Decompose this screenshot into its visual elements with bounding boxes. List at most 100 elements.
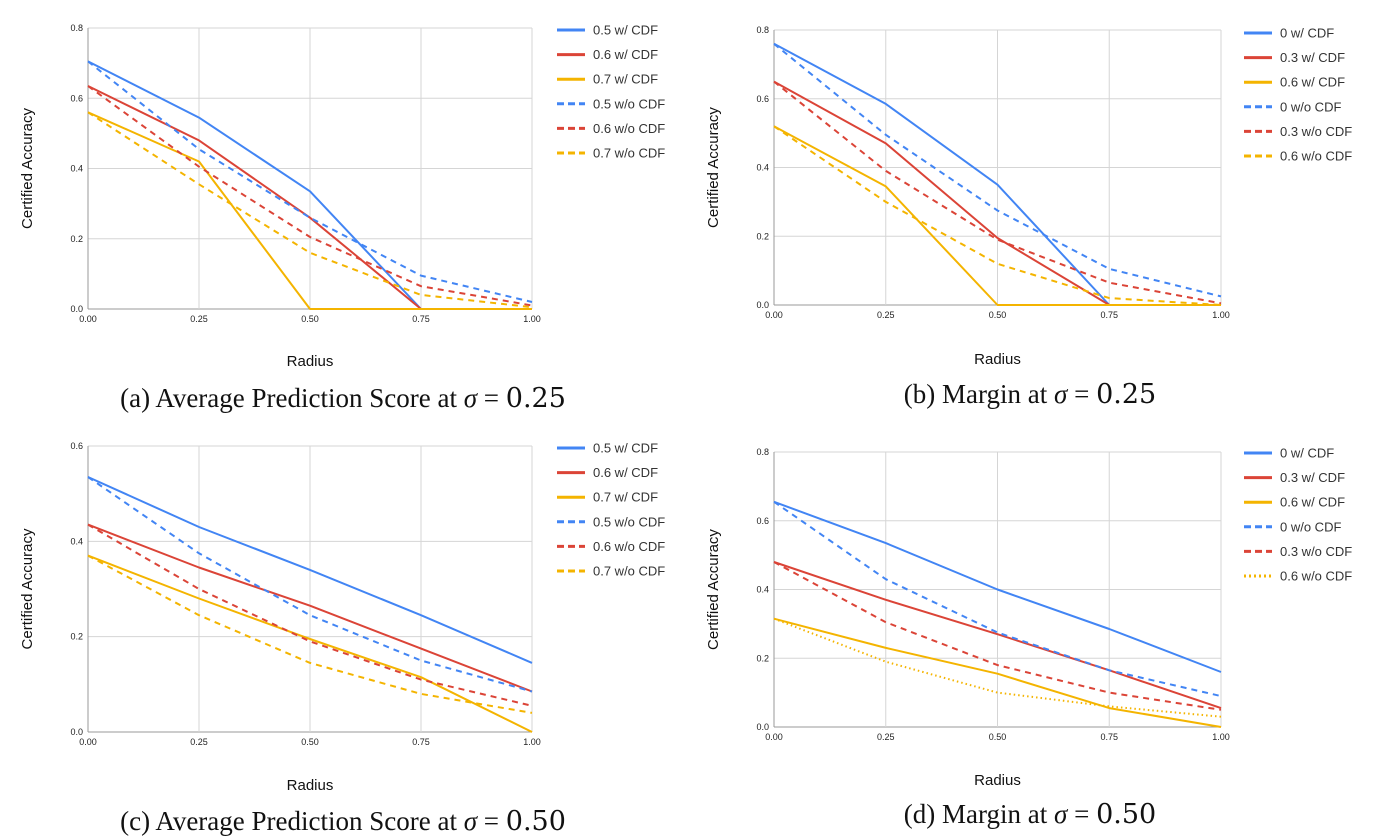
x-tick-label: 0.00: [765, 732, 783, 742]
y-tick-label: 0.6: [70, 93, 83, 103]
series-line-4: [773, 500, 1222, 698]
legend-item: 0 w/o CDF: [1244, 99, 1341, 114]
legend-item: 0.6 w/ CDF: [557, 465, 658, 480]
series-line-3: [773, 617, 1222, 728]
x-tick-label: 0.00: [79, 737, 97, 747]
x-tick-label: 0.75: [1100, 732, 1118, 742]
x-axis-title: Radius: [287, 353, 334, 370]
legend-label: 0.7 w/o CDF: [593, 564, 665, 579]
series-line-5: [773, 561, 1222, 711]
chart-b: 0.0 0.2 0.4 0.6 0.8 0.00 0.25 0.50 0.75 1.00 Certi…: [705, 25, 1352, 410]
x-tick-label: 0.00: [765, 310, 783, 320]
x-tick-label: 0.25: [877, 732, 895, 742]
y-axis-title: Certified Accuracy: [19, 528, 36, 649]
legend-item: 0.6 w/o CDF: [557, 121, 665, 136]
y-tick-label: 0.8: [70, 23, 83, 33]
legend-label: 0.7 w/ CDF: [593, 72, 658, 87]
y-tick-label: 0.4: [756, 585, 769, 595]
legend-item: 0.6 w/o CDF: [1244, 149, 1352, 164]
x-tick-label: 0.50: [989, 310, 1007, 320]
legend-item: 0.6 w/o CDF: [557, 539, 665, 554]
x-tick-label: 0.75: [1100, 310, 1118, 320]
chart-c: 0.0 0.2 0.4 0.6 0.00 0.25 0.50 0.75 1.00 Certifie…: [19, 441, 665, 838]
y-tick-label: 0.2: [70, 234, 83, 244]
x-axis-title: Radius: [974, 351, 1021, 368]
x-tick-label: 0.25: [877, 310, 895, 320]
legend-label: 0.6 w/o CDF: [1280, 569, 1352, 584]
y-tick-label: 0.4: [70, 536, 83, 546]
series-line-3: [87, 111, 532, 310]
series-line-4: [773, 43, 1222, 298]
legend-label: 0.6 w/ CDF: [1280, 75, 1345, 90]
x-tick-label: 1.00: [523, 737, 541, 747]
y-tick-label: 0.0: [70, 304, 83, 314]
y-axis-title: Certified Accuracy: [705, 107, 722, 228]
legend-item: 0.5 w/o CDF: [557, 96, 665, 111]
legend-label: 0 w/ CDF: [1280, 26, 1334, 41]
x-tick-label: 0.50: [301, 737, 319, 747]
x-tick-label: 1.00: [1212, 732, 1230, 742]
series-line-3: [773, 125, 1221, 306]
legend-item: 0.5 w/o CDF: [557, 514, 665, 529]
series-line-6: [87, 554, 533, 714]
legend-label: 0.6 w/o CDF: [593, 121, 665, 136]
x-tick-label: 0.50: [301, 314, 319, 324]
legend-label: 0.6 w/ CDF: [1280, 495, 1345, 510]
x-tick-label: 0.25: [190, 737, 208, 747]
legend-item: 0.6 w/ CDF: [557, 47, 658, 62]
legend-label: 0.3 w/ CDF: [1280, 50, 1345, 65]
x-tick-label: 0.25: [190, 314, 208, 324]
x-axis-title: Radius: [974, 772, 1021, 789]
series-line-4: [87, 476, 533, 693]
legend-item: 0.7 w/ CDF: [557, 72, 658, 87]
legend-item: 0.7 w/ CDF: [557, 490, 658, 505]
y-tick-label: 0.8: [756, 25, 769, 35]
legend-label: 0.3 w/ CDF: [1280, 470, 1345, 485]
x-tick-label: 0.75: [412, 737, 430, 747]
legend-item: 0 w/o CDF: [1244, 519, 1341, 534]
chart-caption: (d) Margin at σ = 0.50: [904, 799, 1156, 830]
x-axis-title: Radius: [287, 777, 334, 794]
chart-d: 0.0 0.2 0.4 0.6 0.8 0.00 0.25 0.50 0.75 1.00 Certi…: [705, 446, 1352, 831]
legend-label: 0 w/ CDF: [1280, 446, 1334, 461]
legend-label: 0.5 w/o CDF: [593, 514, 665, 529]
legend-item: 0.3 w/o CDF: [1244, 544, 1352, 559]
y-tick-label: 0.6: [756, 516, 769, 526]
legend-item: 0.6 w/ CDF: [1244, 75, 1345, 90]
legend-item: 0.6 w/ CDF: [1244, 495, 1345, 510]
y-axis-title: Certified Accuracy: [705, 529, 722, 650]
series-line-2: [773, 561, 1222, 710]
x-tick-label: 0.75: [412, 314, 430, 324]
legend-item: 0.5 w/ CDF: [557, 441, 658, 456]
legend-item: 0 w/ CDF: [1244, 446, 1334, 461]
legend-label: 0.6 w/ CDF: [593, 465, 658, 480]
chart-a: 0.0 0.2 0.4 0.6 0.8 0.00 0.25 0.50 0.75 1.00 Certi…: [19, 23, 665, 415]
y-axis-title: Certified Accuracy: [19, 108, 36, 229]
y-tick-label: 0.2: [756, 231, 769, 241]
y-tick-label: 0.6: [756, 94, 769, 104]
y-tick-label: 0.4: [756, 163, 769, 173]
legend-label: 0.5 w/o CDF: [593, 96, 665, 111]
legend-item: 0 w/ CDF: [1244, 26, 1334, 41]
y-tick-label: 0.0: [756, 300, 769, 310]
chart-caption: (b) Margin at σ = 0.25: [904, 379, 1156, 410]
x-tick-label: 1.00: [1212, 310, 1230, 320]
legend-label: 0.5 w/ CDF: [593, 441, 658, 456]
legend-item: 0.7 w/o CDF: [557, 146, 665, 161]
legend-label: 0.7 w/ CDF: [593, 490, 658, 505]
chart-caption: (a) Average Prediction Score at σ = 0.25: [120, 383, 566, 414]
legend-label: 0.3 w/o CDF: [1280, 544, 1352, 559]
legend-item: 0.3 w/ CDF: [1244, 50, 1345, 65]
legend-label: 0.6 w/o CDF: [593, 539, 665, 554]
y-tick-label: 0.6: [70, 441, 83, 451]
y-tick-label: 0.0: [70, 727, 83, 737]
legend-label: 0 w/o CDF: [1280, 519, 1341, 534]
legend-label: 0.3 w/o CDF: [1280, 124, 1352, 139]
series-line-5: [87, 85, 533, 307]
series-line-2: [87, 523, 533, 693]
series-line-1: [87, 476, 533, 664]
legend-label: 0.6 w/ CDF: [593, 47, 658, 62]
legend-item: 0.5 w/ CDF: [557, 23, 658, 38]
y-tick-label: 0.2: [756, 653, 769, 663]
x-tick-label: 0.50: [989, 732, 1007, 742]
